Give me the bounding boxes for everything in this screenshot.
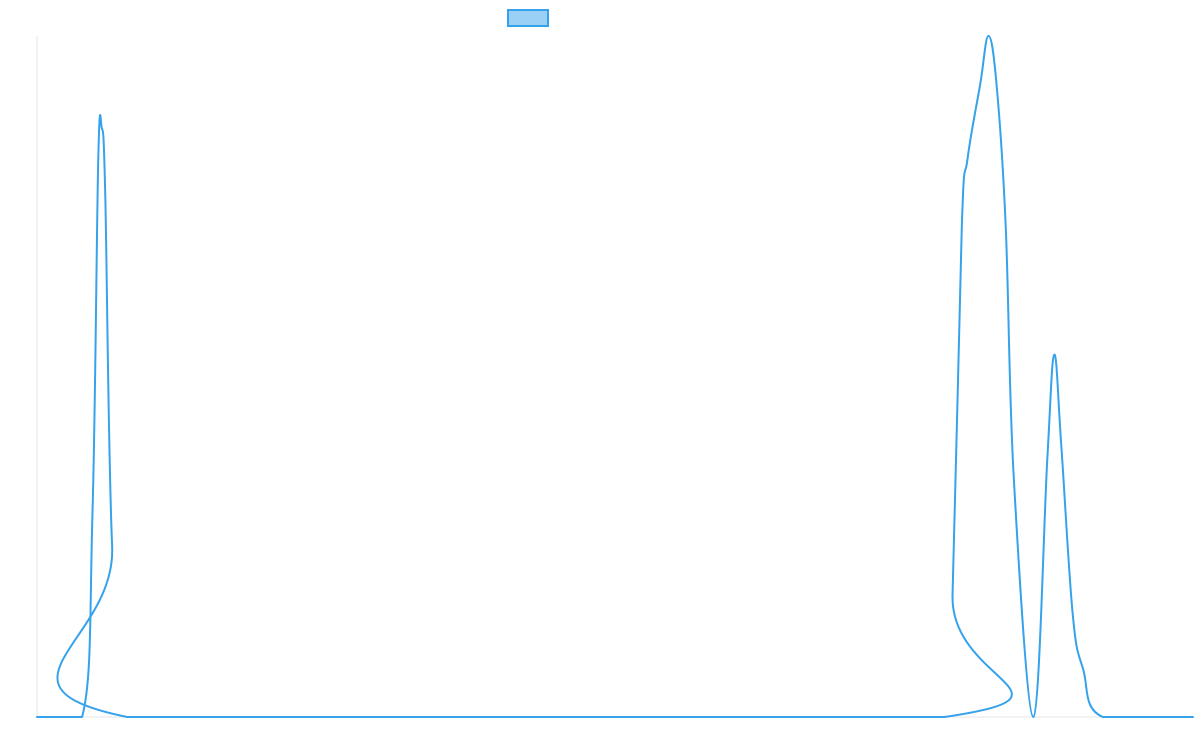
axes (36, 36, 1193, 718)
series-layer (36, 35, 1194, 719)
series-line-0 (36, 35, 1194, 719)
legend-swatch-0 (507, 9, 549, 27)
legend (507, 9, 549, 27)
